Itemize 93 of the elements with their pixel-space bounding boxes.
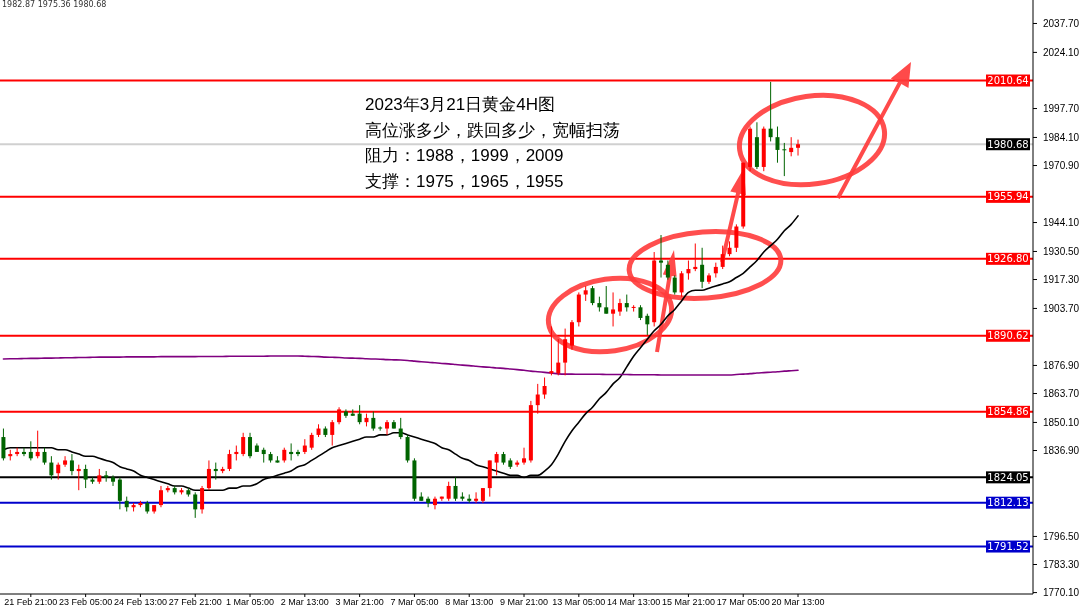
candlestick bbox=[432, 496, 437, 510]
ref-line-label: 2010.64 bbox=[987, 75, 1029, 87]
candlestick bbox=[69, 453, 74, 476]
candlestick bbox=[522, 447, 527, 466]
candlestick bbox=[604, 285, 609, 315]
candlestick bbox=[83, 464, 88, 489]
x-tick-label: 2 Mar 13:00 bbox=[280, 597, 329, 608]
candlestick bbox=[631, 304, 636, 313]
x-tick-label: 20 Mar 13:00 bbox=[771, 597, 825, 608]
y-tick-label: 1903.70 bbox=[1043, 302, 1080, 314]
x-tick-label: 8 Mar 13:00 bbox=[445, 597, 494, 608]
candlestick bbox=[672, 274, 677, 296]
candlestick bbox=[371, 411, 376, 432]
annotation: 高位涨多少，跌回多少，宽幅扫荡 bbox=[365, 120, 620, 140]
candlestick bbox=[206, 459, 211, 491]
candlestick bbox=[453, 476, 458, 502]
y-tick-label: 1917.30 bbox=[1043, 273, 1080, 285]
candlestick bbox=[590, 285, 595, 306]
candlestick bbox=[734, 223, 739, 253]
line-series bbox=[2, 355, 799, 376]
candlestick bbox=[200, 485, 205, 515]
candlestick bbox=[645, 313, 650, 336]
candlestick bbox=[796, 139, 801, 157]
annotation: 支撑：1975，1965，1955 bbox=[365, 171, 564, 191]
x-tick-label: 27 Feb 21:00 bbox=[168, 597, 222, 608]
candlestick bbox=[426, 496, 431, 508]
y-tick-label: 1836.90 bbox=[1043, 444, 1080, 456]
y-tick-label: 1930.50 bbox=[1043, 245, 1080, 257]
y-tick-label: 1984.10 bbox=[1043, 131, 1080, 143]
candlestick bbox=[330, 419, 335, 447]
candlestick bbox=[617, 298, 622, 317]
annotation: 1982.87 1975.36 1980.68 bbox=[2, 0, 107, 9]
candlestick bbox=[158, 485, 163, 508]
x-tick-label: 7 Mar 05:00 bbox=[390, 597, 439, 608]
candlestick bbox=[117, 476, 122, 510]
candlestick bbox=[768, 81, 773, 142]
ref-line-label: 1854.86 bbox=[987, 406, 1029, 418]
candlestick bbox=[385, 419, 390, 436]
candlestick bbox=[542, 377, 547, 400]
x-tick-label: 23 Feb 05:00 bbox=[59, 597, 113, 608]
ref-line-label: 1980.68 bbox=[987, 138, 1029, 150]
y-tick-label: 2037.70 bbox=[1043, 17, 1080, 29]
x-tick-label: 9 Mar 21:00 bbox=[500, 597, 549, 608]
candlestick bbox=[775, 126, 780, 164]
candlestick bbox=[789, 136, 794, 157]
x-tick-label: 14 Mar 13:00 bbox=[607, 597, 661, 608]
candlestick bbox=[398, 417, 403, 440]
candlestick bbox=[494, 451, 499, 476]
candlestick bbox=[241, 432, 246, 457]
candlestick bbox=[35, 430, 40, 459]
ref-line-label: 1890.62 bbox=[987, 330, 1029, 342]
annotation: 2023年3月21日黄金4H图 bbox=[365, 95, 555, 114]
candlestick bbox=[679, 270, 684, 298]
candlestick bbox=[111, 474, 116, 487]
y-tick-label: 1863.70 bbox=[1043, 387, 1080, 399]
candlestick bbox=[611, 291, 616, 327]
ref-line-label: 1926.80 bbox=[987, 253, 1029, 265]
candlestick bbox=[343, 408, 348, 419]
y-tick-label: 1970.90 bbox=[1043, 159, 1080, 171]
candlestick bbox=[357, 404, 362, 425]
x-tick-label: 21 Feb 21:00 bbox=[4, 597, 58, 608]
candlestick bbox=[63, 455, 68, 468]
y-tick-label: 1770.10 bbox=[1043, 586, 1080, 598]
ref-line-label: 1824.05 bbox=[987, 471, 1029, 483]
candlestick bbox=[446, 481, 451, 502]
candlestick bbox=[248, 432, 253, 459]
candlestick bbox=[665, 260, 670, 281]
y-tick-label: 1796.50 bbox=[1043, 530, 1080, 542]
y-tick-label: 1997.70 bbox=[1043, 102, 1080, 114]
y-tick-label: 1850.10 bbox=[1043, 416, 1080, 428]
candlestick bbox=[28, 440, 33, 461]
candlestick bbox=[49, 455, 54, 481]
candlestick bbox=[556, 338, 561, 376]
x-tick-label: 3 Mar 21:00 bbox=[335, 597, 384, 608]
x-tick-label: 24 Feb 13:00 bbox=[113, 597, 167, 608]
ref-line-label: 1955.94 bbox=[987, 191, 1029, 203]
ref-line-label: 1791.52 bbox=[987, 541, 1029, 553]
y-tick-label: 1783.30 bbox=[1043, 558, 1080, 570]
candlestick bbox=[405, 434, 410, 464]
y-tick-label: 1944.10 bbox=[1043, 216, 1080, 228]
y-tick-label: 2024.10 bbox=[1043, 46, 1080, 58]
ref-line-label: 1812.13 bbox=[987, 497, 1029, 509]
x-tick-label: 15 Mar 21:00 bbox=[661, 597, 715, 608]
candlestick bbox=[1, 428, 6, 461]
candlestick bbox=[700, 247, 705, 289]
candlestick bbox=[193, 491, 198, 519]
candlestick bbox=[782, 142, 787, 177]
y-tick-label: 1876.90 bbox=[1043, 359, 1080, 371]
x-tick-label: 17 Mar 05:00 bbox=[716, 597, 770, 608]
candlestick bbox=[227, 449, 232, 472]
annotation: 阻力：1988，1999，2009 bbox=[365, 146, 564, 165]
x-tick-label: 1 Mar 05:00 bbox=[226, 597, 275, 608]
x-tick-label: 13 Mar 05:00 bbox=[552, 597, 606, 608]
